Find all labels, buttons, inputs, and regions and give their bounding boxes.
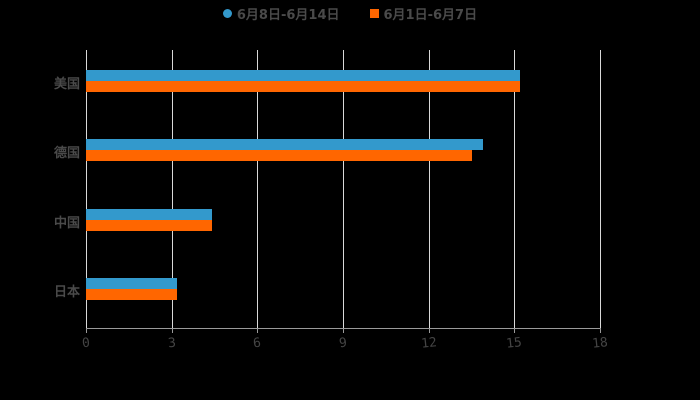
legend-item-week1[interactable]: 6月1日-6月7日 [369, 4, 478, 23]
bar-week2[interactable] [86, 208, 212, 220]
bar-week1[interactable] [86, 289, 178, 301]
x-tick-label: 3 [167, 335, 177, 352]
x-tick-label: 9 [338, 335, 348, 352]
x-tick [600, 328, 601, 333]
x-tick [429, 328, 430, 333]
x-tick [514, 328, 515, 333]
category-label: 中国 [53, 215, 80, 231]
x-tick [257, 328, 258, 333]
bar-week1[interactable] [86, 150, 472, 162]
legend-circle-icon [222, 8, 232, 18]
category-label: 日本 [53, 285, 80, 301]
x-tick-label: 15 [505, 335, 523, 352]
x-tick-label: 18 [591, 335, 609, 352]
x-tick [343, 328, 344, 333]
x-tick-label: 6 [252, 335, 262, 352]
x-tick [172, 328, 173, 333]
bar-week2[interactable] [86, 139, 483, 151]
x-tick-label: 12 [420, 335, 438, 352]
legend-label: 6月8日-6月14日 [236, 7, 340, 23]
x-tick [86, 328, 87, 333]
bar-week2[interactable] [86, 69, 521, 81]
x-tick-label: 0 [81, 335, 91, 352]
category-label: 美国 [53, 76, 80, 92]
category-label: 德国 [53, 146, 80, 162]
legend-item-week2[interactable]: 6月8日-6月14日 [222, 4, 340, 23]
gridline [514, 50, 515, 328]
gridline [86, 50, 87, 328]
legend-label: 6月1日-6月7日 [383, 7, 478, 23]
bar-week1[interactable] [86, 219, 212, 231]
gridline [172, 50, 173, 328]
gridline [600, 50, 601, 328]
gridline [343, 50, 344, 328]
gridline [429, 50, 430, 328]
legend-square-icon [369, 8, 379, 18]
bar-week2[interactable] [86, 278, 178, 290]
legend: 6月8日-6月14日 6月1日-6月7日 [0, 4, 700, 23]
bar-week1[interactable] [86, 80, 521, 92]
gridline [257, 50, 258, 328]
